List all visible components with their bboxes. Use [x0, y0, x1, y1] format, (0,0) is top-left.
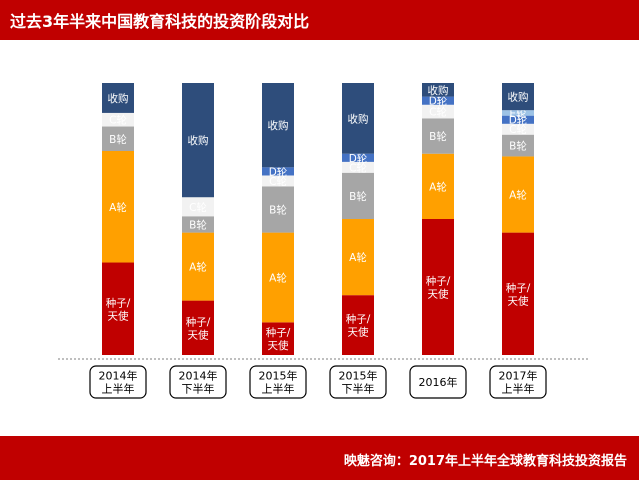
- bar-segment: [502, 83, 534, 111]
- category-box: [329, 365, 387, 399]
- category-label: 2015年下半年: [339, 369, 378, 396]
- bar-segment: [422, 118, 454, 154]
- segment-label: A轮: [509, 189, 527, 202]
- segment-label: A轮: [189, 261, 207, 274]
- bar-segment: [182, 300, 214, 355]
- segment-label: A轮: [269, 271, 287, 284]
- bar-segment: [502, 110, 534, 116]
- bar-segment: [182, 216, 214, 233]
- segment-label: B轮: [189, 218, 207, 231]
- category-label: 2016年: [419, 375, 458, 389]
- bar-segment: [102, 126, 134, 151]
- category-box: [89, 365, 147, 399]
- bar-segment: [342, 295, 374, 355]
- bar-segment: [262, 83, 294, 168]
- category-box: [249, 365, 307, 399]
- segment-label: D轮: [429, 95, 448, 108]
- segment-label: B轮: [269, 203, 287, 216]
- segment-label: D轮: [269, 165, 288, 178]
- footer-bar: 映魅咨询：2017年上半年全球教育科技投资报告: [0, 436, 639, 480]
- segment-label: B轮: [509, 140, 527, 153]
- segment-label: C轮: [189, 201, 207, 214]
- segment-label: A轮: [349, 251, 367, 264]
- segment-label: C轮: [269, 175, 287, 188]
- segment-label: 种子/天使: [186, 315, 211, 341]
- bar-segment: [262, 175, 294, 187]
- category-label: 2015年上半年: [259, 369, 298, 396]
- segment-label: 收购: [348, 112, 369, 125]
- category-label: 2014年下半年: [179, 369, 218, 396]
- bar-segment: [342, 161, 374, 173]
- segment-label: B轮: [349, 190, 367, 203]
- bar-segment: [342, 153, 374, 162]
- bar-segment: [262, 322, 294, 355]
- bar-segment: [182, 83, 214, 198]
- bar-segment: [102, 112, 134, 127]
- bar-segment: [182, 232, 214, 301]
- segment-label: A轮: [109, 201, 127, 214]
- segment-label: A轮: [429, 180, 447, 193]
- bar-segment: [102, 83, 134, 113]
- segment-label: C轮: [349, 161, 367, 174]
- bar-segment: [262, 186, 294, 233]
- bar-segment: [102, 262, 134, 355]
- segment-label: 种子/天使: [346, 313, 371, 339]
- segment-label: 收购: [428, 84, 449, 97]
- title-bar: 过去3年半来中国教育科技的投资阶段对比: [0, 0, 639, 40]
- segment-label: 种子/天使: [106, 296, 131, 322]
- segment-label: 收购: [268, 119, 289, 132]
- page-title: 过去3年半来中国教育科技的投资阶段对比: [10, 12, 310, 31]
- bar-segment: [502, 232, 534, 355]
- segment-label: 种子/天使: [426, 275, 451, 301]
- category-label: 2014年上半年: [99, 369, 138, 396]
- segment-label: 收购: [108, 92, 129, 105]
- segment-label: C轮: [109, 114, 127, 127]
- segment-label: B轮: [429, 130, 447, 143]
- bar-segment: [342, 83, 374, 154]
- bar-segment: [502, 123, 534, 135]
- category-label: 2017年上半年: [499, 369, 538, 396]
- category-box: [409, 365, 467, 399]
- segment-label: B轮: [109, 133, 127, 146]
- bar-segment: [502, 115, 534, 124]
- bar-segment: [342, 172, 374, 219]
- category-box: [489, 365, 547, 399]
- segment-label: 种子/天使: [266, 326, 291, 352]
- source-text: 映魅咨询：2017年上半年全球教育科技投资报告: [343, 454, 627, 469]
- segment-label: 收购: [508, 91, 529, 104]
- bar-segment: [102, 151, 134, 263]
- segment-label: 种子/天使: [506, 281, 531, 307]
- segment-label: D轮: [509, 114, 528, 127]
- bar-segment: [342, 219, 374, 296]
- segment-label: 收购: [188, 134, 209, 147]
- bar-segment: [502, 134, 534, 157]
- bar-segment: [422, 96, 454, 105]
- bar-segment: [262, 232, 294, 323]
- category-box: [169, 365, 227, 399]
- segment-label: C轮: [509, 123, 527, 136]
- bar-segment: [262, 167, 294, 176]
- bar-segment: [182, 197, 214, 217]
- bar-segment: [502, 156, 534, 233]
- bar-segment: [422, 153, 454, 219]
- bar-segment: [422, 219, 454, 355]
- bar-segment: [422, 104, 454, 119]
- bar-segment: [422, 83, 454, 97]
- segment-label: C轮: [429, 106, 447, 119]
- segment-label: D轮: [349, 152, 368, 165]
